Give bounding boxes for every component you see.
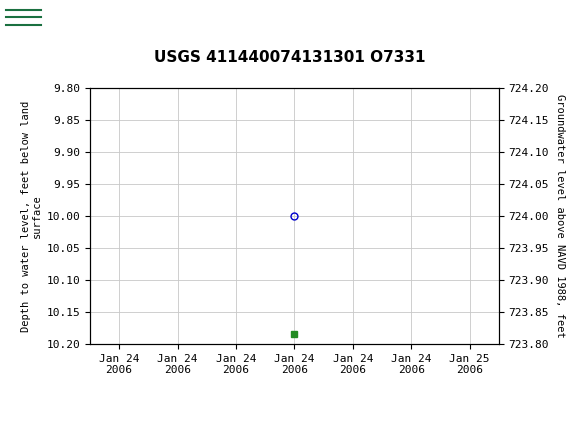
- Bar: [5, 5, 42, 34]
- Legend: Period of approved data: Period of approved data: [194, 426, 395, 430]
- Y-axis label: Depth to water level, feet below land
surface: Depth to water level, feet below land su…: [21, 101, 42, 332]
- Y-axis label: Groundwater level above NAVD 1988, feet: Groundwater level above NAVD 1988, feet: [554, 94, 564, 338]
- Text: USGS: USGS: [48, 9, 111, 29]
- Text: USGS 411440074131301 O7331: USGS 411440074131301 O7331: [154, 49, 426, 64]
